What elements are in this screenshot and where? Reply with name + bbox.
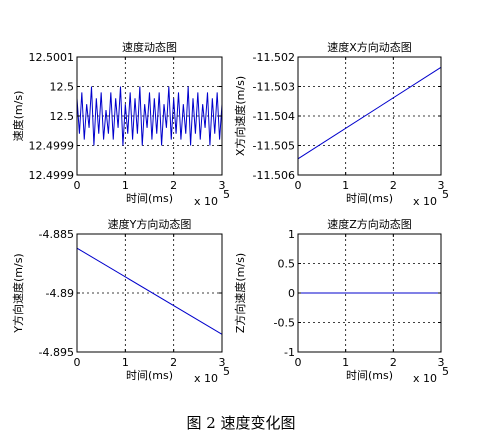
x-axis-label: 时间(ms) [346,192,393,205]
chart-panel-1: 0 1 2 3 12.4999 12.4999 12.5 12.5 12.5001 速度动态图时间… [11,40,230,208]
y-tick-label: 0 [288,287,295,300]
x-tick-label: 3 [438,179,445,192]
x-tick-label: 2 [390,356,397,369]
series-line-1 [297,66,442,160]
y-tick-label: -1 [284,346,295,359]
x-scale-multiplier: x 10 [194,372,218,385]
x-scale-multiplier: x 10 [194,195,218,208]
x-tick-label: 1 [342,179,349,192]
figure-caption: 图 2 速度变化图 [186,414,295,432]
x-tick-label: 0 [74,179,81,192]
x-tick-label: 1 [122,356,129,369]
y-tick-label: -11.506 [253,169,295,182]
y-tick-label: -11.503 [253,81,295,94]
x-scale-multiplier: x 10 [413,195,437,208]
x-axis-label: 时间(ms) [346,369,393,382]
x-scale-exponent: 5 [223,188,230,201]
series-line-1 [76,86,223,146]
x-tick-label: 2 [170,179,177,192]
chart-title: 速度X方向动态图 [327,40,412,54]
y-tick-label: -0.5 [274,317,295,330]
x-tick-label: 1 [342,356,349,369]
y-tick-label: -11.504 [253,110,295,123]
y-tick-label: 1 [288,228,295,241]
y-tick-label: 12.4999 [29,140,75,153]
y-tick-label: -11.502 [253,51,295,64]
y-tick-label: 0.5 [278,258,296,271]
y-tick-label: 12.4999 [29,169,75,182]
y-tick-label: 12.5 [50,110,75,123]
x-tick-label: 0 [295,179,302,192]
chart-title: 速度Z方向动态图 [327,217,412,231]
y-tick-label: -4.895 [39,346,74,359]
x-tick-label: 1 [122,179,129,192]
x-tick-label: 0 [74,356,81,369]
chart-panel-2: 0 1 2 3 -11.506 -11.505 -11.504 -11.503 -11.502 速… [233,40,449,208]
x-scale-multiplier: x 10 [413,372,437,385]
x-tick-label: 0 [295,356,302,369]
x-tick-label: 2 [170,356,177,369]
y-tick-label: 12.5001 [29,51,75,64]
x-scale-exponent: 5 [223,365,230,378]
y-axis-label: Z方向速度(m/s) [233,253,247,333]
x-scale-exponent: 5 [442,365,449,378]
chart-title: 速度动态图 [122,40,177,54]
y-axis-label: 速度(m/s) [11,91,25,142]
x-tick-label: 2 [390,179,397,192]
series-line-1 [76,247,223,335]
x-axis-label: 时间(ms) [126,192,173,205]
y-tick-label: -4.89 [46,287,74,300]
y-tick-label: -4.885 [39,228,74,241]
chart-title: 速度Y方向动态图 [108,217,192,231]
x-tick-label: 3 [219,356,226,369]
x-tick-label: 3 [438,356,445,369]
y-tick-label: 12.5 [50,81,75,94]
x-tick-label: 3 [219,179,226,192]
y-tick-label: -11.505 [253,140,295,153]
x-scale-exponent: 5 [442,188,449,201]
x-axis-label: 时间(ms) [126,369,173,382]
y-axis-label: X方向速度(m/s) [233,76,247,156]
y-axis-label: Y方向速度(m/s) [11,253,25,333]
